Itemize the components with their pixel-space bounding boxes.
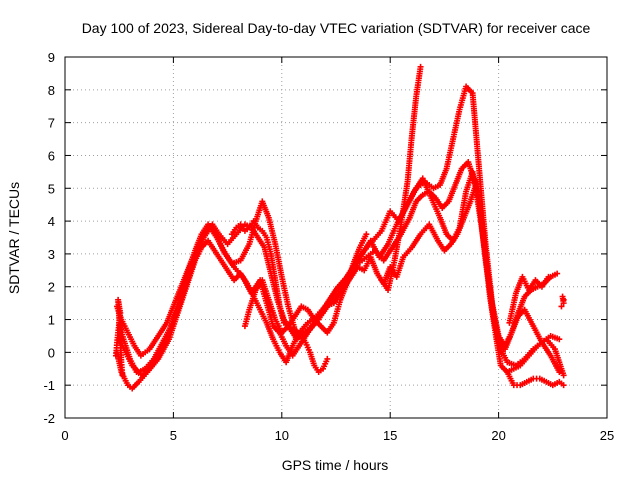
x-tick-label: 0 bbox=[61, 428, 68, 443]
series-9 bbox=[506, 273, 552, 326]
series-8 bbox=[504, 369, 567, 389]
plot-frame bbox=[64, 56, 608, 419]
data-point bbox=[556, 336, 563, 343]
y-tick-label: 7 bbox=[48, 116, 55, 131]
data-point bbox=[560, 382, 567, 389]
y-tick-label: 5 bbox=[48, 181, 55, 196]
y-tick-label: 3 bbox=[48, 247, 55, 262]
x-tick-label: 5 bbox=[170, 428, 177, 443]
y-tick-label: 4 bbox=[48, 214, 55, 229]
data-point bbox=[119, 372, 126, 379]
chart-title: Day 100 of 2023, Sidereal Day-to-day VTE… bbox=[82, 20, 591, 36]
x-axis-label: GPS time / hours bbox=[282, 457, 389, 473]
series-2 bbox=[116, 168, 563, 379]
data-point bbox=[558, 303, 565, 310]
x-tick-label: 25 bbox=[600, 428, 614, 443]
data-point bbox=[324, 355, 331, 362]
y-tick-label: 0 bbox=[48, 345, 55, 360]
data-point bbox=[417, 63, 424, 70]
x-tick-label: 15 bbox=[383, 428, 397, 443]
y-tick-label: 1 bbox=[48, 313, 55, 328]
y-tick-label: 2 bbox=[48, 280, 55, 295]
series-4 bbox=[116, 159, 563, 376]
data-point bbox=[545, 273, 552, 280]
data-series bbox=[112, 63, 567, 392]
data-point bbox=[554, 270, 561, 277]
series-6 bbox=[241, 231, 370, 336]
y-tick-label: -2 bbox=[43, 411, 55, 426]
y-tick-label: 9 bbox=[48, 50, 55, 65]
data-point bbox=[560, 296, 567, 303]
y-tick-label: 6 bbox=[48, 148, 55, 163]
x-tick-label: 20 bbox=[491, 428, 505, 443]
x-tick-label: 10 bbox=[275, 428, 289, 443]
series-11 bbox=[112, 296, 126, 379]
series-7 bbox=[378, 63, 424, 294]
data-point bbox=[559, 293, 566, 300]
data-point bbox=[560, 372, 567, 379]
axes: 0 5 10 15 20 25 -2 -1 0 1 2 3 4 5 6 7 8 9 bbox=[43, 50, 614, 443]
data-point bbox=[363, 231, 370, 238]
y-tick-label: 8 bbox=[48, 83, 55, 98]
data-point bbox=[556, 369, 563, 376]
y-axis-label: SDTVAR / TECUs bbox=[6, 182, 22, 294]
series-10 bbox=[558, 293, 567, 310]
y-tick-label: -1 bbox=[43, 378, 55, 393]
